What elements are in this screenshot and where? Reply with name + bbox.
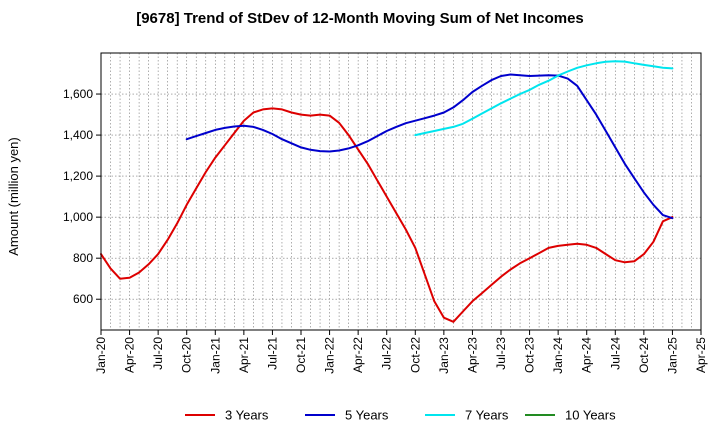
y-tick-label: 1,200 bbox=[63, 169, 93, 183]
x-tick-label: Apr-25 bbox=[694, 337, 708, 373]
x-tick-label: Jul-21 bbox=[265, 337, 279, 370]
legend-label-5-years: 5 Years bbox=[345, 408, 389, 423]
x-tick-label: Jul-23 bbox=[494, 337, 508, 370]
x-tick-label: Oct-24 bbox=[637, 337, 651, 373]
x-tick-label: Jan-21 bbox=[208, 337, 222, 374]
y-tick-label: 1,400 bbox=[63, 128, 93, 142]
series-line-5-years bbox=[185, 73, 674, 220]
series-line-7-years bbox=[414, 60, 674, 137]
x-tick-label: Jan-24 bbox=[551, 337, 565, 374]
chart-title: [9678] Trend of StDev of 12-Month Moving… bbox=[136, 10, 584, 27]
legend: 3 Years 5 Years 7 Years 10 Years bbox=[185, 408, 616, 423]
y-axis-ticks: 600 800 1,000 1,200 1,400 1,600 bbox=[63, 87, 101, 306]
x-tick-label: Oct-23 bbox=[523, 337, 537, 373]
x-tick-label: Jan-20 bbox=[94, 337, 108, 374]
y-axis-title: Amount (million yen) bbox=[6, 137, 21, 256]
x-tick-label: Jan-25 bbox=[665, 337, 679, 374]
x-tick-label: Oct-21 bbox=[294, 337, 308, 373]
grid-lines bbox=[101, 53, 701, 330]
series-lines bbox=[100, 60, 674, 323]
y-tick-label: 1,600 bbox=[63, 87, 93, 101]
legend-label-7-years: 7 Years bbox=[465, 408, 509, 423]
y-tick-label: 800 bbox=[73, 251, 93, 265]
x-tick-label: Jan-22 bbox=[323, 337, 337, 374]
series-line-3-years bbox=[100, 107, 674, 323]
x-tick-label: Jul-24 bbox=[608, 337, 622, 370]
legend-label-3-years: 3 Years bbox=[225, 408, 269, 423]
legend-label-10-years: 10 Years bbox=[565, 408, 616, 423]
x-tick-label: Apr-24 bbox=[580, 337, 594, 373]
x-tick-label: Oct-20 bbox=[180, 337, 194, 373]
x-tick-label: Apr-22 bbox=[351, 337, 365, 373]
x-tick-label: Oct-22 bbox=[408, 337, 422, 373]
y-tick-label: 600 bbox=[73, 292, 93, 306]
x-tick-label: Jul-22 bbox=[380, 337, 394, 370]
x-tick-label: Jan-23 bbox=[437, 337, 451, 374]
x-tick-label: Jul-20 bbox=[151, 337, 165, 370]
plot-frame bbox=[100, 52, 702, 331]
x-tick-label: Apr-21 bbox=[237, 337, 251, 373]
x-tick-label: Apr-20 bbox=[123, 337, 137, 373]
x-axis-ticks: Jan-20 Apr-20 Jul-20 Oct-20 Jan-21 Apr-21 Jul-… bbox=[94, 330, 708, 374]
plot-area bbox=[101, 53, 701, 330]
y-tick-label: 1,000 bbox=[63, 210, 93, 224]
x-tick-label: Apr-23 bbox=[465, 337, 479, 373]
